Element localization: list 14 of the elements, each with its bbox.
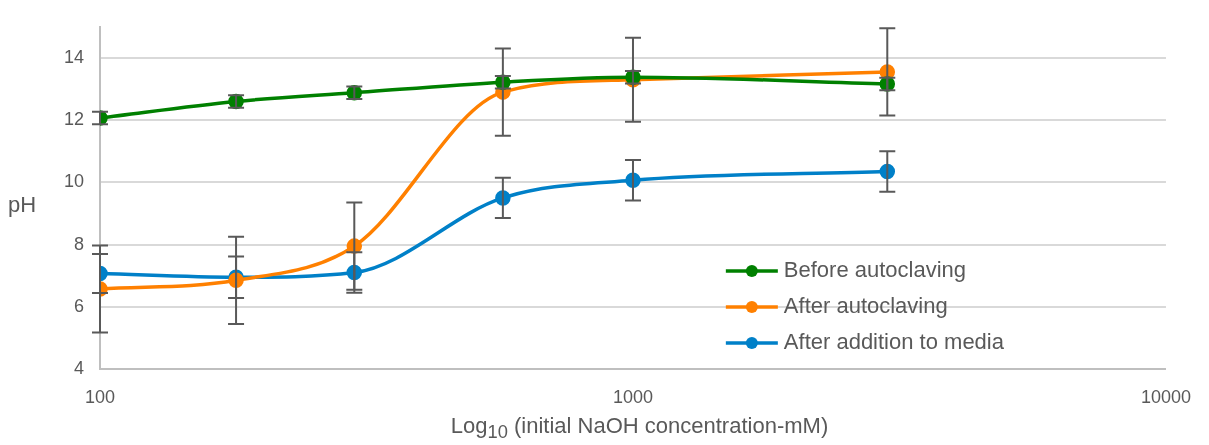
x-tick-label: 10000 [1140,386,1191,407]
y-axis-title: pH [8,191,37,217]
x-tick-label: 1000 [612,386,654,407]
y-tick-label: 10 [63,171,84,192]
legend-label: After autoclaving [783,293,948,319]
y-tick-label: 6 [73,295,84,316]
y-tick-label: 4 [73,357,84,378]
legend-label: After addition to media [783,329,1005,355]
legend-label: Before autoclaving [783,257,967,283]
y-tick-label: 12 [63,109,84,130]
y-tick-label: 8 [73,233,84,254]
x-tick-label: 100 [84,386,116,407]
y-tick-label: 14 [63,46,84,67]
x-axis-title: Log$_{10}$ (initial NaOH concentration-mM) [449,413,830,444]
